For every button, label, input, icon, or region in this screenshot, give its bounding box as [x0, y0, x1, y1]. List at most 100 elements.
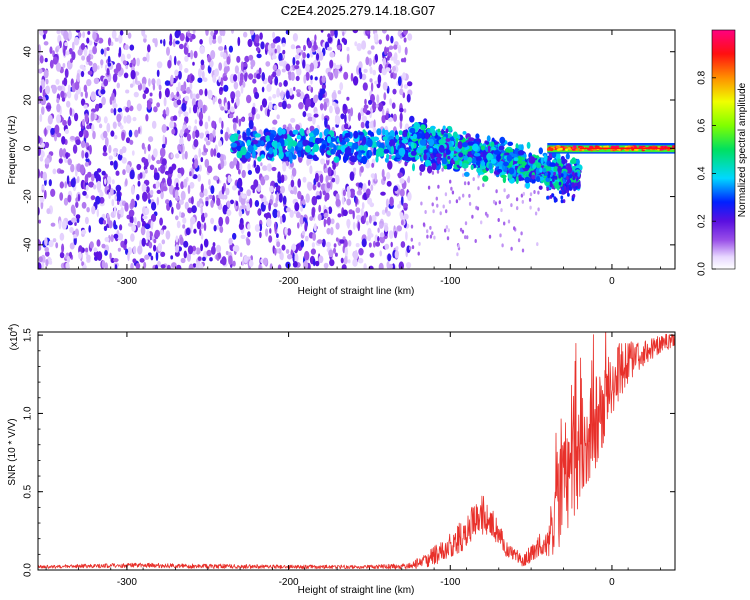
spectrogram-blob [302, 59, 306, 69]
spectrogram-blob [548, 147, 554, 151]
spectrogram-blob [267, 44, 272, 52]
spectrogram-blob [248, 73, 254, 80]
spectrogram-blob [193, 139, 199, 148]
spectrogram-blob [142, 93, 147, 100]
spectrogram-blob [410, 141, 415, 150]
spectrogram-blob [260, 162, 263, 167]
spectrogram-blob [279, 92, 284, 97]
spectrogram-blob [471, 157, 477, 164]
spectrogram-blob [358, 248, 364, 256]
spectrogram-blob [348, 209, 354, 215]
spectrogram-blob [304, 235, 309, 242]
spectrogram-blob [187, 125, 192, 130]
spectrogram-blob [183, 240, 189, 248]
spectrogram-blob [117, 247, 121, 252]
spectrogram-blob [342, 31, 345, 37]
spectrogram-blob [400, 212, 404, 221]
spectrogram-blob [297, 141, 303, 148]
spectrogram-blob [496, 161, 503, 167]
spectrogram-blob [375, 241, 381, 247]
spectrogram-blob [97, 37, 104, 44]
spectrogram-blob [455, 138, 459, 142]
spectrogram-blob [445, 128, 449, 134]
spectrogram-blob [225, 250, 229, 256]
spectrogram-blob [157, 242, 162, 252]
spectrogram-blob [41, 96, 47, 105]
spectrogram-blob [180, 84, 186, 92]
spectrogram-blob [203, 77, 208, 82]
spectrogram-blob [165, 106, 170, 117]
spectrogram-blob [125, 164, 131, 173]
spectrogram-blob [180, 212, 186, 218]
spectrogram-blob [39, 30, 45, 36]
spectrogram-blob [39, 85, 43, 94]
spectrogram-blob [304, 250, 310, 261]
spectrogram-blob [314, 34, 317, 42]
spectrogram-blob [81, 55, 86, 61]
spectrogram-blob [244, 72, 248, 82]
spectrogram-blob [349, 171, 355, 181]
spectrogram-blob [332, 162, 336, 170]
spectrogram-blob [389, 98, 392, 106]
spectrogram-blob [111, 199, 115, 207]
spectrogram-blob [409, 127, 416, 134]
spectrogram-blob [482, 175, 489, 182]
spectrogram-blob [150, 220, 154, 230]
spectrogram-blob [368, 99, 373, 105]
spectrogram-blob [175, 40, 180, 45]
spectrogram-blob [179, 236, 184, 246]
spectrogram-blob [82, 31, 85, 39]
spectrogram-blob [367, 179, 371, 186]
spectrogram-blob [115, 170, 120, 176]
spectrogram-blob [213, 148, 217, 157]
spectrogram-blob [272, 71, 277, 78]
spectrogram-blob [83, 46, 88, 57]
spectrogram-blob [366, 30, 371, 35]
spectrogram-blob [141, 183, 147, 193]
spectrogram-blob [90, 91, 96, 101]
spectrogram-blob [410, 150, 417, 156]
spectrogram-blob [241, 259, 245, 266]
spectrogram-blob [80, 140, 86, 149]
spectrogram-blob [361, 155, 368, 165]
spectrogram-blob [335, 174, 340, 185]
spectrogram-blob [262, 165, 268, 171]
spectrogram-blob [333, 156, 340, 163]
spectrogram-blob [214, 68, 220, 77]
spectrogram-blob [160, 251, 166, 257]
spectrogram-blob [363, 68, 368, 73]
spectrogram-blob [42, 171, 47, 181]
spectrogram-blob [370, 45, 375, 50]
spectrogram-blob [101, 96, 106, 106]
spectrogram-blob [385, 67, 391, 72]
spectrogram-blob [79, 164, 85, 175]
spectrogram-blob [165, 230, 171, 240]
spectrogram-blob [158, 84, 162, 91]
spectrogram-blob [224, 131, 229, 142]
spectrogram-blob [142, 83, 146, 91]
spectrogram-blob [487, 145, 491, 154]
spectrogram-blob [414, 122, 420, 130]
spectrogram-blob [86, 37, 90, 44]
spectrogram-blob [398, 130, 403, 136]
spectrogram-blob [333, 247, 336, 254]
spectrogram-blob [203, 238, 209, 248]
spectrogram-blob [290, 179, 295, 188]
spectrogram-blob [467, 141, 475, 146]
spectrogram-blob [354, 41, 358, 47]
spectrogram-blob [164, 136, 168, 146]
spectrogram-blob [177, 144, 181, 152]
spectrogram-blob [472, 177, 475, 182]
spectrogram-blob [156, 61, 163, 69]
spectrogram-blob [353, 167, 357, 173]
spectrogram-blob [375, 103, 379, 109]
spectrogram-blob [246, 94, 252, 104]
spectrogram-blob [277, 127, 283, 136]
spectrogram-blob [328, 206, 333, 214]
spectrogram-blob [382, 81, 388, 91]
spectrogram-blob [257, 156, 262, 162]
spectrogram-blob [381, 114, 386, 124]
spectrogram-blob [181, 102, 187, 112]
spectrogram-blob [331, 177, 336, 183]
spectrogram-blob [251, 106, 256, 116]
